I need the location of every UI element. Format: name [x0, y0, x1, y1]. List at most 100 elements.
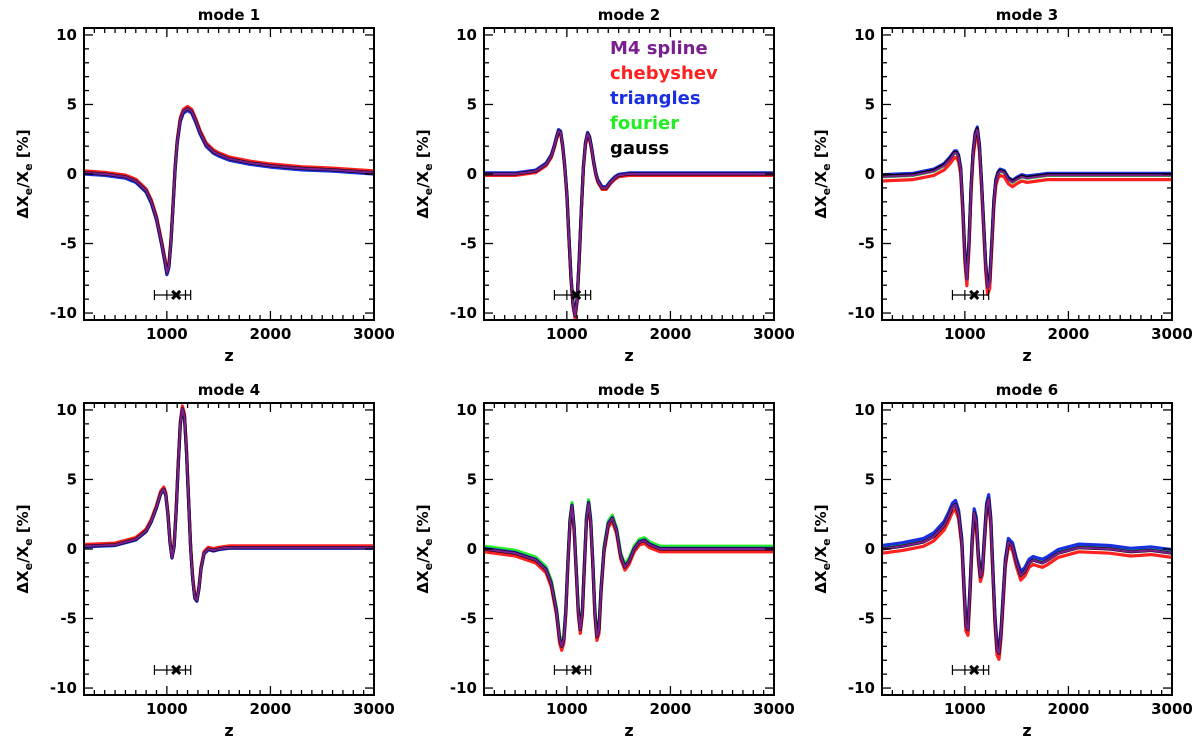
x-tick-label: 1000 — [146, 700, 188, 718]
panel-title: mode 4 — [198, 381, 261, 399]
series-line-triangles — [84, 108, 374, 277]
y-axis-label: ΔXe/Xe [%] — [414, 129, 435, 218]
y-axis-label: ΔXe/Xe [%] — [812, 504, 833, 593]
y-label-part: /X — [812, 545, 830, 562]
y-label-subscript: e — [22, 163, 35, 170]
x-tick-label: 1000 — [146, 325, 188, 343]
panel-title: mode 5 — [598, 381, 661, 399]
y-tick-label: 0 — [865, 540, 875, 558]
y-tick-label: 5 — [467, 95, 477, 113]
series-line-fourier — [84, 407, 374, 603]
x-tick-label: 2000 — [250, 700, 292, 718]
series-line-gauss — [484, 501, 774, 648]
series-line-fourier — [882, 127, 1172, 290]
x-tick-label: 3000 — [353, 700, 395, 718]
x-tick-label: 3000 — [353, 325, 395, 343]
y-label-subscript: e — [22, 538, 35, 545]
x-axis-label: z — [624, 721, 633, 740]
y-tick-label: 10 — [56, 26, 77, 44]
y-label-part: ΔX — [812, 195, 830, 219]
legend: M4 spline chebyshev triangles fourier gauss — [610, 38, 718, 159]
x-axis-label: z — [624, 346, 633, 365]
y-tick-label: 10 — [56, 401, 77, 419]
y-tick-label: -10 — [450, 304, 477, 322]
series-line-chebyshev — [84, 104, 374, 272]
y-label-subscript: e — [422, 163, 435, 170]
series-line-gauss — [882, 497, 1172, 655]
series-line-m4-spline — [84, 407, 374, 602]
panel-title: mode 1 — [198, 6, 261, 24]
y-tick-label: 10 — [456, 401, 477, 419]
y-label-subscript: e — [820, 563, 833, 570]
x-axis-label: z — [224, 346, 233, 365]
y-label-part: ΔX — [14, 570, 32, 594]
x-tick-label: 1000 — [546, 325, 588, 343]
legend-entry: triangles — [610, 88, 701, 109]
series-line-m4-spline — [882, 128, 1172, 290]
y-tick-label: 5 — [467, 470, 477, 488]
recombination-marker — [553, 289, 592, 301]
y-tick-label: -10 — [50, 304, 77, 322]
series-line-chebyshev — [484, 504, 774, 652]
series-line-m4-spline — [882, 497, 1172, 655]
y-tick-label: 10 — [456, 26, 477, 44]
y-axis-label: ΔXe/Xe [%] — [14, 504, 35, 593]
y-label-part: [%] — [14, 504, 32, 538]
series-line-chebyshev — [882, 502, 1172, 661]
y-label-subscript: e — [820, 188, 833, 195]
x-tick-label: 3000 — [1151, 700, 1193, 718]
series-line-m4-spline — [484, 502, 774, 648]
y-tick-label: 5 — [865, 470, 875, 488]
x-tick-label: 1000 — [944, 700, 986, 718]
y-tick-label: 5 — [67, 95, 77, 113]
series-line-gauss — [84, 407, 374, 603]
y-label-part: /X — [14, 170, 32, 187]
y-tick-label: 0 — [67, 540, 77, 558]
x-tick-label: 1000 — [944, 325, 986, 343]
x-axis-label: z — [1022, 346, 1031, 365]
series-line-triangles — [484, 500, 774, 647]
y-label-subscript: e — [22, 563, 35, 570]
y-tick-label: -5 — [858, 235, 875, 253]
y-label-part: /X — [414, 170, 432, 187]
series-line-fourier — [84, 106, 374, 274]
y-label-part: /X — [812, 170, 830, 187]
x-axis-label: z — [224, 721, 233, 740]
recombination-marker — [153, 664, 192, 676]
recombination-marker — [951, 664, 990, 676]
y-label-part: [%] — [812, 504, 830, 538]
y-label-subscript: e — [22, 188, 35, 195]
x-tick-label: 2000 — [1048, 700, 1090, 718]
y-tick-label: 5 — [865, 95, 875, 113]
x-tick-label: 2000 — [250, 325, 292, 343]
y-tick-label: 0 — [865, 165, 875, 183]
y-label-part: ΔX — [14, 195, 32, 219]
y-tick-label: 0 — [467, 540, 477, 558]
y-tick-label: -10 — [450, 679, 477, 697]
series-line-chebyshev — [84, 404, 374, 601]
y-label-subscript: e — [422, 188, 435, 195]
y-label-part: [%] — [14, 129, 32, 163]
y-tick-label: 10 — [854, 401, 875, 419]
series-line-fourier — [484, 498, 774, 645]
y-label-part: [%] — [414, 504, 432, 538]
y-label-subscript: e — [820, 538, 833, 545]
recombination-marker — [153, 289, 192, 301]
y-label-part: ΔX — [414, 570, 432, 594]
y-axis-label: ΔXe/Xe [%] — [14, 129, 35, 218]
y-tick-label: 5 — [67, 470, 77, 488]
series-line-chebyshev — [882, 132, 1172, 296]
series-line-m4-spline — [84, 107, 374, 274]
series-line-m4-spline — [484, 129, 774, 317]
y-label-part: /X — [14, 545, 32, 562]
y-tick-label: -10 — [50, 679, 77, 697]
x-tick-label: 2000 — [1048, 325, 1090, 343]
y-tick-label: -5 — [60, 235, 77, 253]
x-tick-label: 3000 — [1151, 325, 1193, 343]
cross-marker — [171, 289, 182, 301]
